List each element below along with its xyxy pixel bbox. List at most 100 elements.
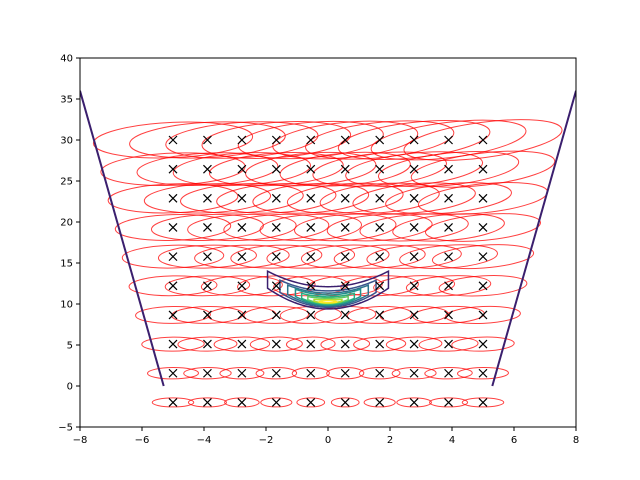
grid-point-marker xyxy=(237,164,247,174)
grid-point-marker xyxy=(375,193,385,203)
covariance-ellipse xyxy=(293,213,397,242)
grid-point-marker xyxy=(203,223,212,232)
grid-point-marker xyxy=(478,135,488,145)
grid-point-marker xyxy=(409,193,419,203)
y-tick-label: 5 xyxy=(67,341,73,352)
covariance-ellipse xyxy=(385,336,443,352)
grid-point-marker xyxy=(168,223,178,232)
covariance-ellipse xyxy=(143,183,272,214)
grid-point-marker xyxy=(409,339,419,349)
grid-point-marker xyxy=(271,252,281,262)
grid-point-marker xyxy=(306,397,316,407)
grid-point-marker xyxy=(271,368,281,378)
grid-point-marker xyxy=(237,223,247,232)
covariance-ellipse xyxy=(424,367,473,380)
density-contour xyxy=(300,292,356,306)
covariance-ellipse xyxy=(424,213,542,242)
grid-point-marker xyxy=(375,368,385,378)
covariance-ellipse xyxy=(445,305,521,325)
covariance-ellipse-layer xyxy=(92,119,563,408)
covariance-ellipse xyxy=(353,336,407,352)
grid-point-marker xyxy=(306,135,316,145)
grid-point-marker xyxy=(271,339,281,349)
grid-point-marker xyxy=(271,193,281,203)
boundary-line xyxy=(491,90,576,387)
covariance-ellipse xyxy=(438,275,528,297)
grid-point-marker xyxy=(271,164,281,174)
grid-point-marker xyxy=(444,281,453,291)
y-tick-label: 25 xyxy=(60,177,73,188)
grid-point-marker xyxy=(203,281,212,291)
density-contour xyxy=(286,284,370,307)
grid-point-marker xyxy=(168,339,178,349)
density-contour xyxy=(279,279,377,309)
covariance-ellipse xyxy=(107,183,239,214)
grid-point-marker xyxy=(271,223,281,232)
grid-point-marker xyxy=(409,164,419,174)
grid-point-marker xyxy=(340,339,350,349)
covariance-ellipse xyxy=(259,213,363,242)
grid-point-marker xyxy=(203,310,212,320)
grid-point-marker xyxy=(203,339,212,349)
grid-point-marker xyxy=(203,164,212,174)
grid-point-marker xyxy=(168,310,178,320)
density-contour-layer xyxy=(266,269,390,310)
grid-point-marker xyxy=(340,223,350,232)
grid-point-marker xyxy=(168,135,178,145)
x-tick-label: 4 xyxy=(449,435,455,446)
grid-point-marker xyxy=(168,397,178,407)
covariance-ellipse xyxy=(300,244,390,269)
grid-point-marker xyxy=(375,223,385,232)
covariance-ellipse xyxy=(219,367,265,380)
grid-point-marker xyxy=(203,135,212,145)
grid-point-marker xyxy=(203,368,212,378)
grid-point-marker xyxy=(340,252,350,262)
grid-point-marker xyxy=(237,397,247,407)
covariance-ellipse xyxy=(141,336,205,352)
grid-point-marker xyxy=(340,281,350,291)
grid-point-marker xyxy=(340,164,350,174)
grid-point-marker xyxy=(271,281,281,291)
y-tick-label: 15 xyxy=(60,259,73,270)
grid-point-marker xyxy=(478,339,488,349)
covariance-ellipse xyxy=(187,213,297,242)
covariance-ellipse xyxy=(151,397,195,408)
covariance-ellipse xyxy=(358,367,401,380)
grid-point-marker xyxy=(237,252,247,262)
grid-point-marker xyxy=(340,193,350,203)
density-contour xyxy=(294,288,362,306)
grid-point-marker xyxy=(340,368,350,378)
covariance-ellipse xyxy=(410,150,556,188)
covariance-ellipse xyxy=(121,244,225,269)
grid-point-marker xyxy=(478,223,488,232)
covariance-ellipse xyxy=(187,397,227,408)
covariance-ellipse xyxy=(399,244,498,269)
grid-point-marker xyxy=(237,135,247,145)
grid-point-marker xyxy=(375,135,385,145)
grid-point-marker xyxy=(203,252,212,262)
y-tick-label: 10 xyxy=(60,300,73,311)
covariance-ellipse xyxy=(391,367,437,380)
boundary-line-layer xyxy=(80,90,576,387)
grid-point-marker xyxy=(203,397,212,407)
covariance-ellipse xyxy=(285,336,336,352)
grid-point-marker xyxy=(306,164,316,174)
grid-point-marker xyxy=(340,310,350,320)
covariance-ellipse xyxy=(223,213,330,242)
covariance-ellipse xyxy=(373,275,456,297)
covariance-ellipse xyxy=(291,367,330,380)
grid-point-marker xyxy=(340,397,350,407)
y-tick-label: 0 xyxy=(67,382,73,393)
grid-point-marker xyxy=(340,135,350,145)
covariance-ellipse xyxy=(194,244,290,269)
grid-point-marker xyxy=(478,193,488,203)
x-tick-label: 6 xyxy=(511,435,517,446)
grid-point-marker xyxy=(409,252,419,262)
grid-point-marker xyxy=(409,368,419,378)
grid-point-marker xyxy=(306,339,316,349)
covariance-ellipse xyxy=(363,397,396,408)
grid-point-marker xyxy=(444,135,453,145)
grid-point-marker xyxy=(271,135,281,145)
density-contour xyxy=(266,269,390,310)
grid-point-marker xyxy=(237,339,247,349)
